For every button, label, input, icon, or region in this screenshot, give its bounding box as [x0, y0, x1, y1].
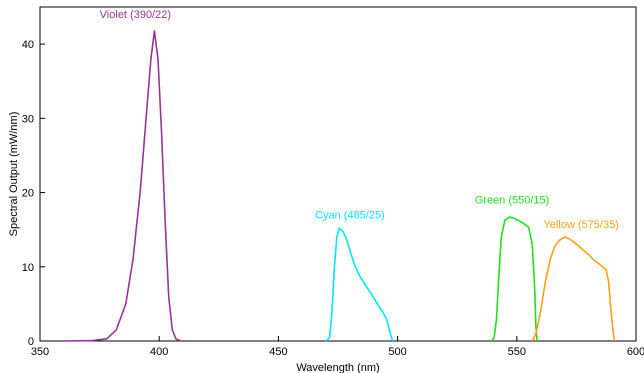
series-label: Green (550/15) [475, 195, 550, 207]
series-label: Yellow (575/35) [543, 219, 618, 231]
series-line [531, 236, 616, 342]
y-tick-label: 10 [22, 262, 34, 274]
x-tick-label: 350 [31, 346, 49, 358]
series-line [325, 227, 394, 342]
series-line [491, 216, 538, 342]
plot-frame [39, 6, 637, 342]
series-label: Violet (390/22) [100, 9, 171, 21]
y-tick-label: 30 [22, 113, 34, 125]
series-line [63, 30, 182, 342]
y-axis-label: Spectral Output (mW/nm) [8, 112, 20, 237]
x-tick-label: 550 [508, 346, 526, 358]
series-label: Cyan (485/25) [315, 210, 385, 222]
x-tick-label: 450 [269, 346, 287, 358]
x-tick-label: 600 [627, 346, 644, 358]
y-tick-label: 0 [28, 336, 34, 348]
y-tick-label: 40 [22, 39, 34, 51]
series-layer: Violet (390/22) Cyan (485/25) Green (550/1… [63, 9, 619, 342]
x-tick-label: 500 [388, 346, 406, 358]
y-tick-label: 20 [22, 188, 34, 200]
axis-ticks: 350 400 450 500 550 600 0 10 20 30 40 [22, 39, 644, 358]
x-axis-label: Wavelength (nm) [296, 362, 379, 373]
x-tick-label: 400 [150, 346, 168, 358]
